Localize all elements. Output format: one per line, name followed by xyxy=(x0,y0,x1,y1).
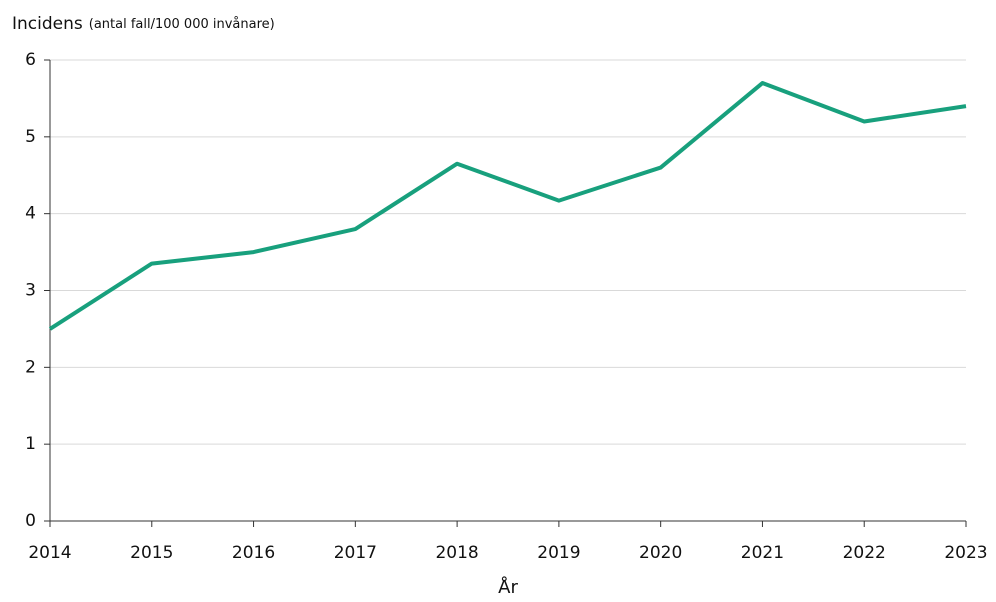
x-tick-label: 2016 xyxy=(232,543,275,563)
x-tick-label: 2019 xyxy=(537,543,580,563)
x-tick-label: 2017 xyxy=(334,543,377,563)
y-axis-title: Incidens (antal fall/100 000 invånare) xyxy=(12,14,275,34)
y-tick-label: 3 xyxy=(25,281,36,301)
data-line xyxy=(48,81,967,331)
y-tick-label: 0 xyxy=(25,511,36,531)
x-tick-label: 2014 xyxy=(28,543,71,563)
x-tick-label: 2022 xyxy=(843,543,886,563)
y-tick-label: 1 xyxy=(25,434,36,454)
x-tick-label: 2018 xyxy=(435,543,478,563)
y-tick-label: 5 xyxy=(25,127,36,147)
x-tick-label: 2023 xyxy=(944,543,987,563)
y-axis-unit: (antal fall/100 000 invånare) xyxy=(89,17,275,32)
x-axis-title: År xyxy=(498,576,518,598)
y-axis-label: Incidens xyxy=(12,14,83,34)
y-tick-label: 6 xyxy=(25,50,36,70)
x-tick-label: 2020 xyxy=(639,543,682,563)
x-tick-label: 2015 xyxy=(130,543,173,563)
y-tick-label: 2 xyxy=(25,357,36,377)
y-tick-label: 4 xyxy=(25,204,36,224)
x-tick-label: 2021 xyxy=(741,543,784,563)
